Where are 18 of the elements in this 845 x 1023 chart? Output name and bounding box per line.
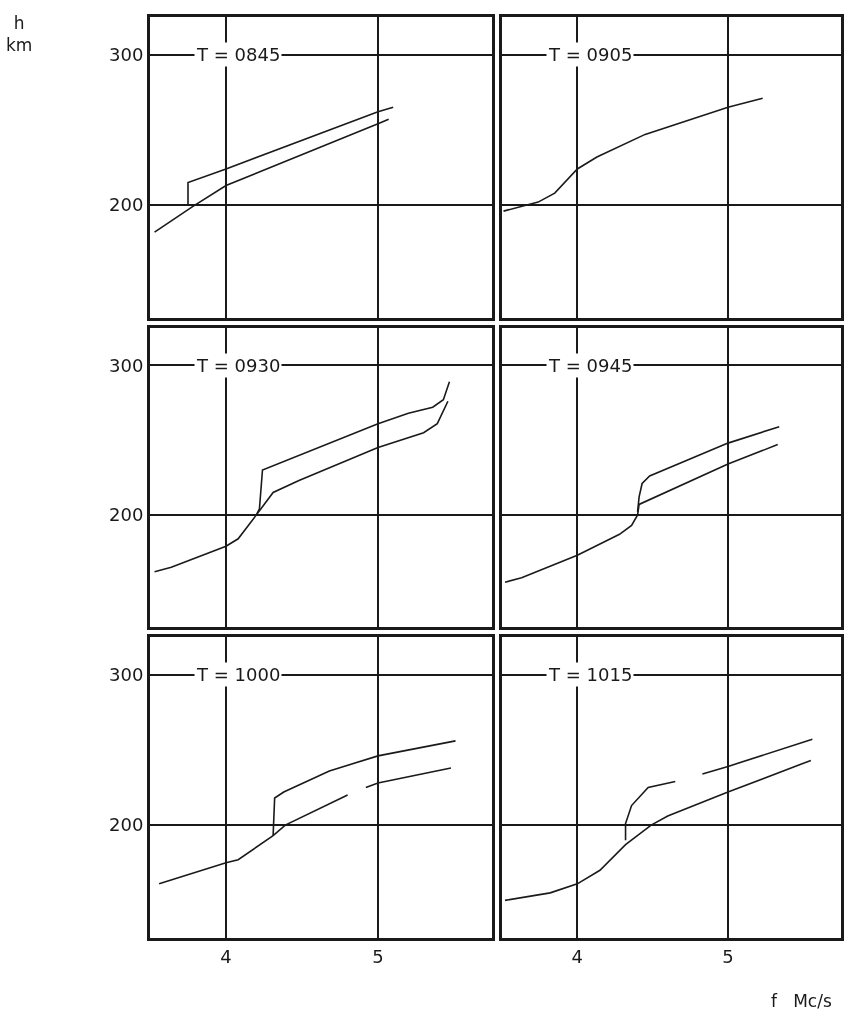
text: T = 0945 (548, 355, 633, 376)
x-axis-title: f Mc/s (771, 991, 832, 1011)
x-tick-label: 5 (372, 945, 384, 967)
x-tick-label: 5 (722, 945, 734, 967)
text: T = 0930 (196, 355, 281, 376)
x-tick-label: 4 (571, 945, 584, 967)
y-axis-title: h km (6, 13, 33, 56)
text: T = 1015 (548, 664, 633, 685)
text: T = 0845 (196, 44, 281, 65)
y-tick-label: 300 (109, 43, 144, 65)
text: T = 1000 (196, 664, 281, 685)
text: T = 0905 (548, 44, 633, 65)
y-tick-label: 300 (109, 663, 144, 685)
y-tick-label: 200 (109, 504, 144, 526)
x-tick-label: 4 (220, 945, 232, 967)
y-tick-label: 200 (109, 814, 144, 836)
y-tick-label: 300 (109, 354, 144, 376)
y-tick-label: 200 (109, 194, 144, 216)
